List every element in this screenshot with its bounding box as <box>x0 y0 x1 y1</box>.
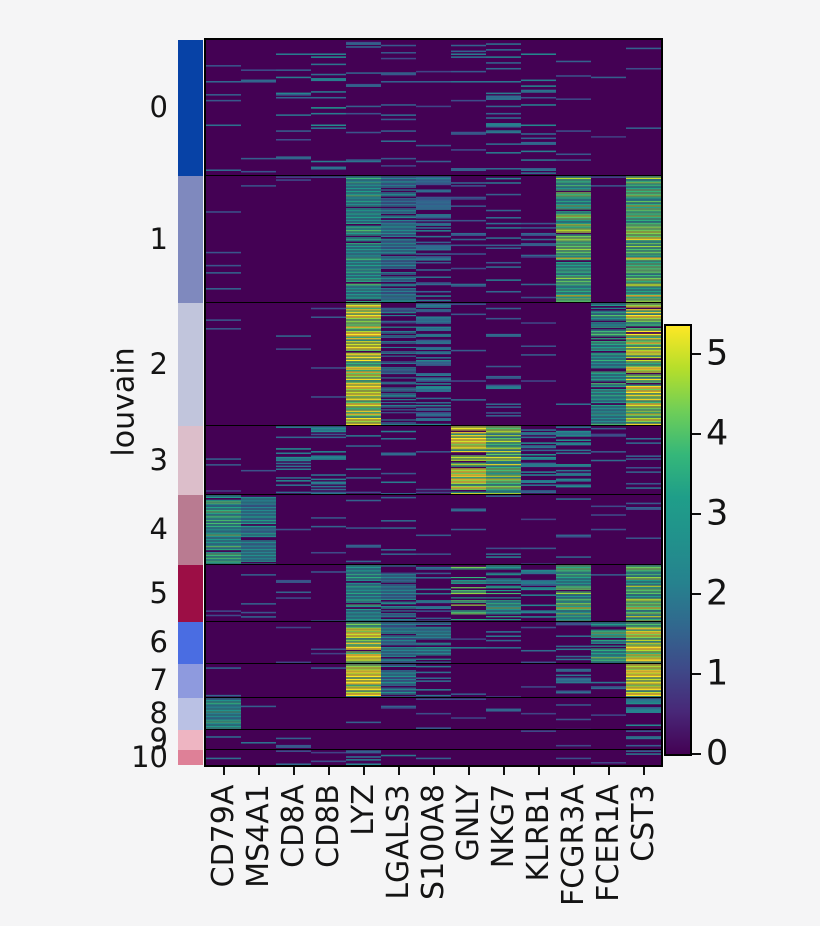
cluster-band-1 <box>178 176 203 303</box>
colorbar-tick <box>692 673 701 675</box>
x-tick <box>327 767 330 775</box>
x-tick <box>292 767 295 775</box>
cluster-tick-label: 3 <box>149 442 168 477</box>
gene-label: GNLY <box>450 784 486 861</box>
cluster-tick-label: 2 <box>149 346 168 381</box>
cluster-tick-label: 4 <box>149 512 168 546</box>
gene-label: MS4A1 <box>240 784 276 888</box>
gene-label: CST3 <box>625 783 661 862</box>
x-tick <box>572 767 575 775</box>
colorbar-tick <box>692 433 701 435</box>
gene-label: FCER1A <box>590 784 626 902</box>
cluster-band-10 <box>178 750 203 765</box>
x-tick <box>432 767 435 775</box>
cluster-band-5 <box>178 565 203 622</box>
x-tick <box>362 767 365 775</box>
heatmap-frame <box>204 38 663 767</box>
x-tick <box>257 767 260 775</box>
x-tick <box>222 767 225 775</box>
gene-label: CD79A <box>205 784 241 887</box>
cluster-tick-label: 5 <box>149 575 168 610</box>
x-tick <box>397 767 400 775</box>
x-tick <box>502 767 505 775</box>
cluster-band-9 <box>178 730 203 750</box>
colorbar-tick-label: 0 <box>706 733 729 774</box>
cluster-band-6 <box>178 622 203 664</box>
cluster-tick-label: 10 <box>131 739 168 774</box>
x-tick <box>642 767 645 775</box>
colorbar-tick-label: 1 <box>706 653 729 694</box>
colorbar-tick-label: 2 <box>706 573 729 614</box>
cluster-band-2 <box>178 303 203 426</box>
cluster-tick-label: 0 <box>149 90 168 124</box>
gene-label: CD8A <box>275 784 311 868</box>
cluster-color-band <box>178 40 203 765</box>
colorbar-tick <box>692 513 701 515</box>
cluster-tick-label: 6 <box>149 625 168 659</box>
cluster-band-0 <box>178 40 203 176</box>
cluster-band-4 <box>178 495 203 565</box>
colorbar-tick-label: 5 <box>706 333 729 374</box>
colorbar-tick <box>692 593 701 595</box>
heatmap-canvas <box>206 40 661 765</box>
gene-label: FCGR3A <box>555 784 591 906</box>
x-tick <box>607 767 610 775</box>
gene-label: S100A8 <box>415 784 451 900</box>
colorbar-tick <box>692 353 701 355</box>
colorbar-tick-label: 3 <box>706 493 729 534</box>
cluster-tick-label: 1 <box>149 221 168 256</box>
colorbar-tick <box>692 753 701 755</box>
x-tick <box>467 767 470 775</box>
gene-label: NKG7 <box>485 783 521 869</box>
gene-label: LGALS3 <box>380 783 416 900</box>
gene-label: KLRB1 <box>520 784 556 881</box>
cluster-band-3 <box>178 426 203 495</box>
cluster-tick-label: 7 <box>149 663 168 697</box>
colorbar-gradient <box>664 324 692 756</box>
cluster-band-8 <box>178 698 203 730</box>
gene-label: LYZ <box>345 784 381 836</box>
cluster-tick-label: 9 <box>149 722 168 756</box>
colorbar-tick-label: 4 <box>706 413 729 454</box>
x-tick <box>537 767 540 775</box>
gene-label: CD8B <box>310 784 346 868</box>
cluster-band-7 <box>178 664 203 698</box>
cluster-tick-label: 8 <box>149 696 168 730</box>
